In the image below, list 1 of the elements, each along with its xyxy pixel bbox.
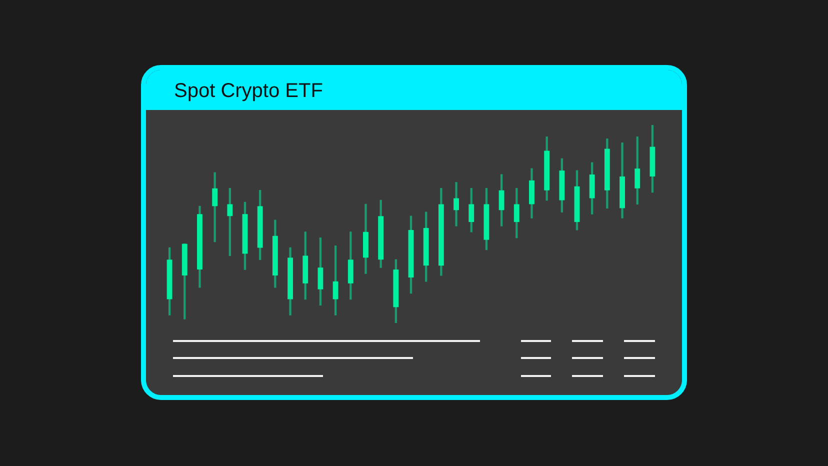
chart-title: Spot Crypto ETF (174, 80, 323, 103)
